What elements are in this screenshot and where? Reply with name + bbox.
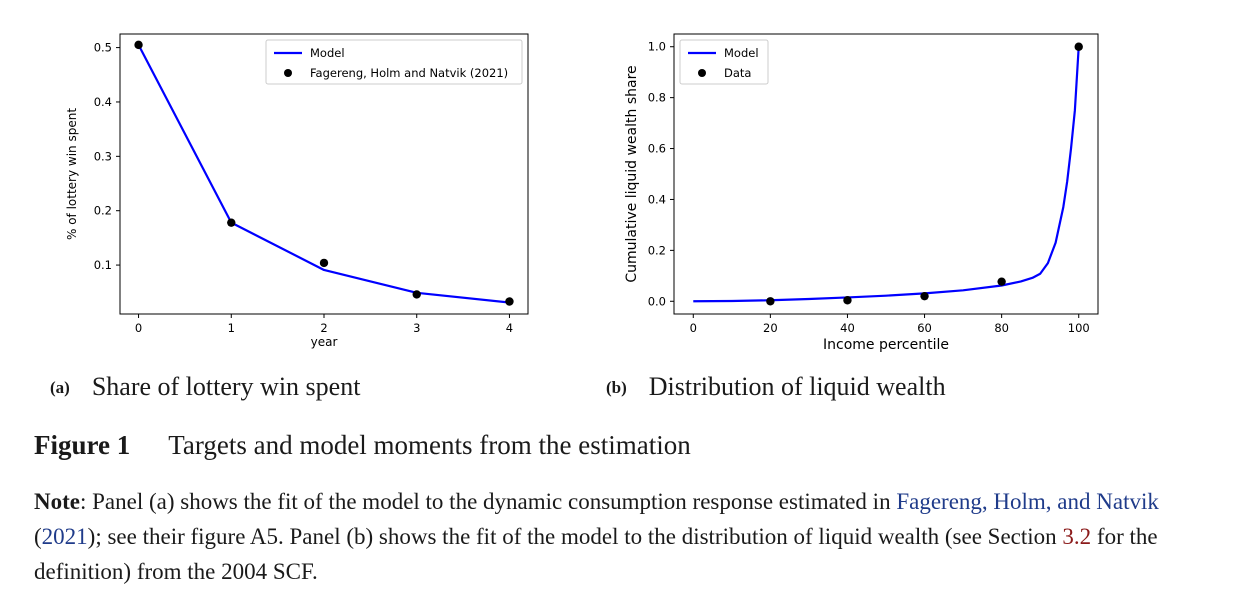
x-tick-label: 100	[1068, 321, 1090, 335]
data-point	[412, 290, 421, 299]
x-tick-label: 2	[320, 321, 327, 335]
y-tick-label: 0.6	[648, 142, 666, 156]
subcaption-b-text: Distribution of liquid wealth	[648, 372, 946, 401]
legend-label: Fagereng, Holm and Natvik (2021)	[310, 66, 508, 80]
figure-note: Note: Panel (a) shows the fit of the mod…	[34, 484, 1214, 589]
data-point	[1074, 42, 1083, 51]
data-point	[766, 297, 775, 306]
x-tick-label: 0	[690, 321, 697, 335]
y-tick-label: 0.5	[94, 41, 112, 55]
data-point	[134, 40, 143, 50]
x-tick-label: 40	[840, 321, 855, 335]
data-point	[319, 258, 329, 268]
x-tick-label: 60	[917, 321, 932, 335]
subcaption-a-tag: (a)	[50, 378, 70, 397]
y-tick-label: 0.1	[94, 258, 112, 272]
plot-frame	[673, 33, 1099, 315]
y-axis-label: Cumulative liquid wealth share	[624, 65, 640, 282]
x-tick-label: 20	[763, 321, 778, 335]
y-tick-label: 0.2	[648, 243, 666, 257]
y-tick-label: 0.4	[648, 192, 666, 206]
data-point	[505, 297, 514, 306]
section-link[interactable]: 3.2	[1062, 524, 1092, 549]
citation-link[interactable]: Fagereng, Holm, and Natvik	[896, 489, 1159, 514]
data-point	[843, 296, 852, 305]
legend-label: Model	[724, 46, 759, 60]
citation-year-link[interactable]: 2021	[41, 524, 88, 549]
y-tick-label: 0.3	[94, 149, 112, 163]
legend-dot-swatch	[284, 69, 292, 77]
x-tick-label: 4	[506, 321, 513, 335]
subcaption-b-tag: (b)	[606, 378, 627, 397]
x-axis-label: year	[311, 335, 338, 349]
series-line-model	[137, 44, 510, 304]
x-tick-label: 1	[228, 321, 235, 335]
note-label: Note	[34, 489, 80, 514]
data-point	[227, 218, 236, 227]
subcaption-b: (b) Distribution of liquid wealth	[606, 372, 946, 402]
y-tick-label: 0.8	[648, 91, 666, 105]
y-tick-label: 0.4	[94, 95, 112, 109]
subcaption-a: (a) Share of lottery win spent	[50, 372, 360, 402]
y-tick-label: 0.2	[94, 204, 112, 218]
chart-lottery-share: 0 1 2 3 4 0.1 0.2 0.3 0.4 0.5 year % of lottery win…	[65, 33, 529, 349]
x-tick-label: 0	[135, 321, 142, 335]
legend-label: Model	[310, 46, 345, 60]
figure-title: Targets and model moments from the estim…	[168, 430, 691, 460]
x-tick-label: 80	[994, 321, 1009, 335]
y-tick-label: 0.0	[648, 294, 666, 308]
figure-label: Figure 1	[34, 430, 131, 460]
series-line-model	[693, 46, 1080, 303]
x-axis-label: Income percentile	[823, 337, 949, 353]
note-text-1: : Panel (a) shows the fit of the model t…	[79, 489, 897, 514]
note-text-2: ); see their figure A5. Panel (b) shows …	[87, 524, 1063, 549]
legend-dot-swatch	[698, 69, 706, 77]
y-axis-label: % of lottery win spent	[65, 108, 79, 240]
y-tick-label: 1.0	[648, 40, 666, 54]
figure-caption: Figure 1 Targets and model moments from t…	[34, 430, 691, 461]
legend-label: Data	[724, 66, 751, 80]
data-point	[920, 291, 929, 301]
note-text-3: for the definition) from the 2004 SCF.	[34, 524, 1158, 584]
subcaption-a-text: Share of lottery win spent	[91, 372, 361, 401]
data-point	[997, 277, 1006, 286]
x-tick-label: 3	[413, 321, 420, 335]
chart-liquid-wealth: 0 20 40 60 80 100 0.0 0.2 0.4 0.6 0.8 1.0 Income per…	[624, 33, 1099, 353]
legend-box	[265, 39, 523, 85]
note-year-open: (	[34, 524, 42, 549]
